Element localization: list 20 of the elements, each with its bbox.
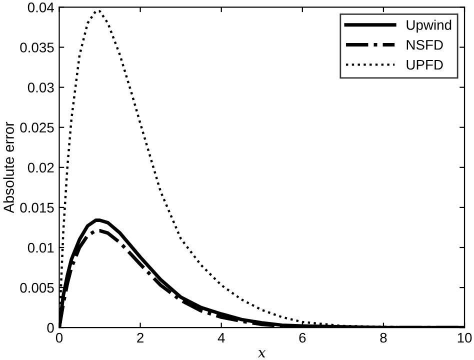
legend-label: NSFD: [406, 40, 443, 50]
x-tick-label: 10: [458, 332, 472, 343]
y-tick-label: 0.03: [28, 82, 54, 92]
x-tick-label: 6: [299, 332, 306, 343]
y-tick-label: 0.01: [28, 242, 54, 253]
x-axis-title: x: [258, 350, 266, 358]
y-tick-label: 0.015: [20, 202, 54, 213]
y-axis-title: Absolute error: [3, 122, 14, 214]
x-tick-label: 0: [56, 332, 63, 343]
y-tick-label: 0: [47, 322, 54, 333]
y-tick-label: 0.035: [20, 42, 54, 52]
legend-label: Upwind: [406, 20, 452, 33]
legend-label: UPFD: [406, 60, 443, 70]
y-tick-label: 0.005: [20, 282, 54, 293]
x-tick-label: 8: [380, 332, 387, 343]
y-tick-label: 0.04: [28, 2, 54, 12]
y-tick-label: 0.025: [20, 122, 54, 133]
x-tick-label: 2: [137, 332, 144, 343]
y-tick-label: 0.02: [28, 162, 54, 173]
x-tick-label: 4: [218, 332, 225, 343]
